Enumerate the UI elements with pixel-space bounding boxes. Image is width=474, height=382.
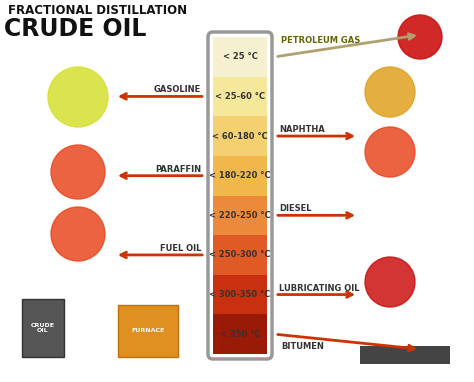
Text: LUBRICATING OIL: LUBRICATING OIL — [279, 283, 359, 293]
Text: < 60-180 °C: < 60-180 °C — [212, 131, 268, 141]
Bar — [213, 275, 267, 314]
Text: < 25-60 °C: < 25-60 °C — [215, 92, 265, 101]
Text: NAPHTHA: NAPHTHA — [279, 125, 325, 134]
Text: < 250-300 °C: < 250-300 °C — [209, 251, 271, 259]
Bar — [213, 314, 267, 354]
Bar — [360, 346, 450, 364]
Text: BITUMEN: BITUMEN — [281, 342, 324, 351]
Text: FURNACE: FURNACE — [131, 329, 164, 333]
Text: CRUDE
OIL: CRUDE OIL — [31, 323, 55, 333]
Text: < 25 °C: < 25 °C — [223, 52, 257, 62]
Bar — [22, 299, 64, 357]
Bar — [213, 156, 267, 196]
Bar — [213, 77, 267, 116]
Text: < 180-220 °C: < 180-220 °C — [209, 171, 271, 180]
Text: GASOLINE: GASOLINE — [154, 86, 201, 94]
Circle shape — [365, 127, 415, 177]
Text: PETROLEUM GAS: PETROLEUM GAS — [281, 36, 360, 45]
Circle shape — [48, 67, 108, 127]
Bar — [213, 196, 267, 235]
Text: < 300-350 °C: < 300-350 °C — [210, 290, 271, 299]
Circle shape — [365, 257, 415, 307]
Text: < 350 °C: < 350 °C — [220, 330, 260, 339]
Bar — [118, 305, 178, 357]
Bar — [213, 235, 267, 275]
Text: PARAFFIN: PARAFFIN — [155, 165, 201, 174]
Bar — [213, 116, 267, 156]
Bar — [213, 37, 267, 77]
Text: DIESEL: DIESEL — [279, 204, 311, 213]
Text: FUEL OIL: FUEL OIL — [160, 244, 201, 253]
Circle shape — [398, 15, 442, 59]
Circle shape — [51, 207, 105, 261]
Text: FRACTIONAL DISTILLATION: FRACTIONAL DISTILLATION — [8, 4, 187, 17]
Circle shape — [51, 145, 105, 199]
Text: < 220-250 °C: < 220-250 °C — [209, 211, 271, 220]
Circle shape — [365, 67, 415, 117]
Text: CRUDE OIL: CRUDE OIL — [4, 17, 146, 41]
